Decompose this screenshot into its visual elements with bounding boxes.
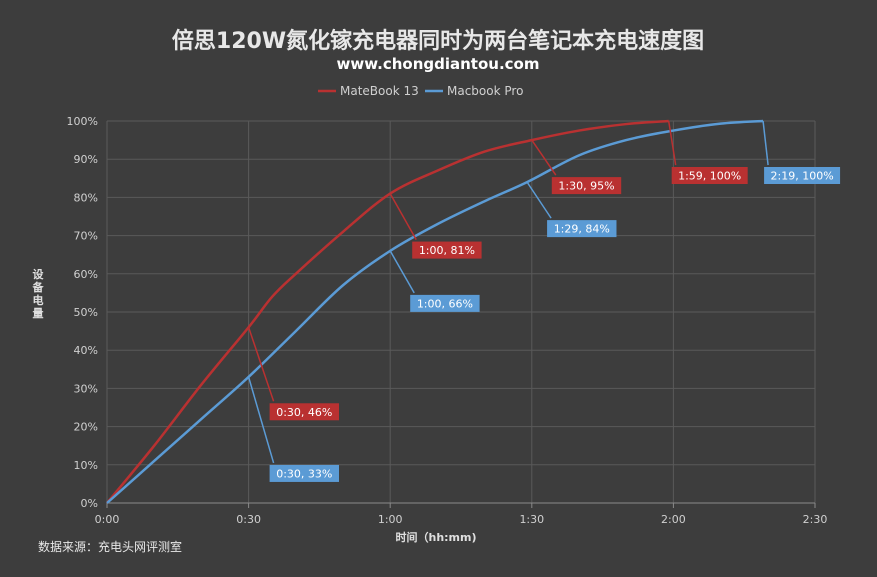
x-tick-label: 2:30 xyxy=(803,513,828,526)
legend: MateBook 13 Macbook Pro xyxy=(318,84,523,98)
y-tick-label: 10% xyxy=(74,459,98,472)
annotation-leader xyxy=(247,376,275,464)
series-line xyxy=(106,119,764,504)
annotation-label: 2:19, 100% xyxy=(771,170,834,183)
x-tick-label: 0:00 xyxy=(95,513,120,526)
annotation-box xyxy=(410,294,480,312)
annotation-label: 1:00, 66% xyxy=(417,297,473,310)
y-axis-label-char: 备 xyxy=(32,280,45,294)
annotation-label: 0:30, 33% xyxy=(276,467,332,480)
y-axis-label-char: 设 xyxy=(33,267,45,281)
series-line xyxy=(106,119,669,504)
annotation-label: 1:29, 84% xyxy=(554,223,610,236)
y-tick-label: 40% xyxy=(74,344,98,357)
annotation-box xyxy=(671,167,748,184)
annotation-box xyxy=(269,464,339,482)
y-tick-label: 80% xyxy=(74,191,98,204)
y-axis-label: 设备电量 xyxy=(32,267,45,320)
y-tick-label: 30% xyxy=(74,382,98,395)
chart-subtitle: www.chongdiantou.com xyxy=(337,55,540,73)
x-tick-label: 2:00 xyxy=(661,513,686,526)
y-tick-label: 20% xyxy=(74,421,98,434)
annotation-leader xyxy=(667,120,677,166)
annotation-box xyxy=(412,241,482,259)
annotation-label: 0:30, 46% xyxy=(276,406,332,419)
y-tick-label: 90% xyxy=(74,153,98,166)
annotation-leader xyxy=(389,250,415,294)
x-tick-label: 1:30 xyxy=(519,513,544,526)
y-tick-label: 70% xyxy=(74,230,98,243)
y-tick-label: 100% xyxy=(67,115,98,128)
chart-title: 倍思120W氮化镓充电器同时为两台笔记本充电速度图 xyxy=(172,28,704,54)
x-axis-label: 时间（hh:mm) xyxy=(395,530,476,544)
annotation-label: 1:30, 95% xyxy=(558,180,614,193)
annotation-label: 1:59, 100% xyxy=(678,170,741,183)
annotation-leader xyxy=(762,120,769,166)
annotation-box xyxy=(547,220,617,238)
x-tick-label: 0:30 xyxy=(236,513,261,526)
annotation-leader xyxy=(531,139,557,176)
legend-label: Macbook Pro xyxy=(447,84,523,98)
annotation-leader xyxy=(247,327,275,402)
legend-label: MateBook 13 xyxy=(340,84,419,98)
x-tick-label: 1:00 xyxy=(378,513,403,526)
y-axis-label-char: 量 xyxy=(33,307,44,320)
y-tick-label: 60% xyxy=(74,268,98,281)
annotation-box xyxy=(551,177,622,195)
annotation-leader xyxy=(526,181,552,219)
y-tick-label: 50% xyxy=(74,306,98,319)
annotation-box xyxy=(764,167,841,184)
data-annotations: 0:30, 46% 1:00, 81% 1:30, 95% 1:59, 100% 0:3… xyxy=(247,120,841,482)
grid-lines xyxy=(106,120,816,504)
annotation-leader xyxy=(389,193,417,240)
annotation-box xyxy=(269,403,339,421)
y-tick-label: 0% xyxy=(81,497,98,510)
y-axis-label-char: 电 xyxy=(33,293,44,307)
data-source: 数据来源：充电头网评测室 xyxy=(38,539,182,554)
annotation-label: 1:00, 81% xyxy=(419,244,475,257)
series-lines xyxy=(106,119,764,504)
axis-ticks: 0% 10% 20% 30% 40% 50% 60% 70% 80% 90% 100% 0:00 0:3… xyxy=(67,115,828,526)
